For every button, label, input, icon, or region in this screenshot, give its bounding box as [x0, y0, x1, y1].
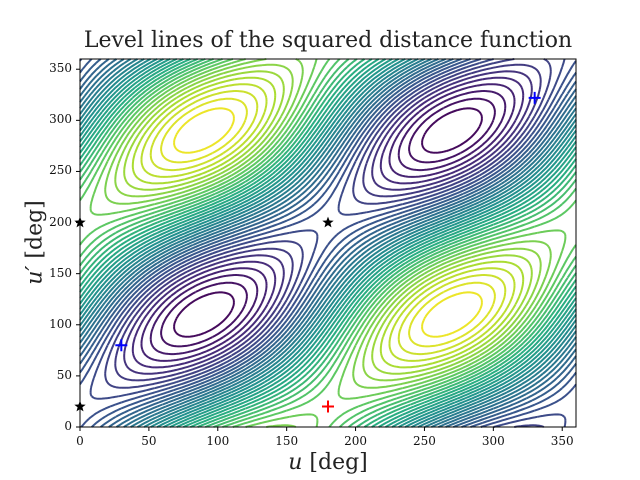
contour-level: [114, 63, 542, 382]
contour-level: [79, 58, 577, 428]
contour-level: [149, 90, 507, 356]
contour-level: [114, 63, 542, 382]
x-tick-label: 250: [412, 434, 436, 448]
contour-level: [140, 83, 516, 362]
contour-level: [79, 58, 577, 428]
x-tick-label: 0: [76, 434, 84, 448]
contour-level: [173, 107, 483, 338]
contour-level: [131, 76, 525, 369]
y-tick-label: 350: [49, 61, 72, 76]
y-tick-label: 100: [49, 316, 72, 331]
y-tick-label: 200: [49, 214, 72, 229]
x-tick-label: 350: [550, 434, 574, 448]
chart-title: Level lines of the squared distance func…: [83, 28, 573, 53]
contour-level: [140, 83, 516, 362]
x-tick-label: 150: [275, 434, 299, 448]
x-tick-label: 100: [206, 434, 230, 448]
y-tick-label: 150: [49, 265, 72, 280]
contour-level: [149, 90, 507, 356]
x-tick-label: 200: [344, 434, 367, 448]
plus-marker: [322, 400, 334, 413]
y-tick-label: 250: [49, 163, 72, 178]
y-tick-label: 0: [64, 419, 72, 433]
x-axis-label: u [deg]: [288, 450, 368, 475]
tick-marks: [76, 68, 563, 431]
contour-level: [79, 58, 577, 428]
contour-level: [79, 58, 577, 428]
plus-marker: [115, 339, 128, 352]
contour-level: [160, 97, 496, 348]
y-axis-label: u′ [deg]: [22, 200, 48, 285]
plus-marker: [528, 91, 541, 104]
contour-level: [79, 58, 577, 428]
contour-level: [123, 70, 533, 375]
contour-level: [160, 97, 496, 348]
contour-lines: [79, 58, 577, 428]
x-tick-label: 300: [481, 434, 505, 448]
axes-frame: [79, 58, 577, 428]
y-tick-label: 300: [49, 112, 72, 127]
contour-level: [131, 76, 525, 369]
x-tick-label: 50: [141, 434, 157, 448]
contour-level: [79, 58, 577, 428]
y-tick-label: 50: [56, 367, 72, 382]
contour-level: [173, 107, 483, 338]
star-marker: [322, 216, 334, 228]
contour-level: [123, 70, 533, 375]
contour-level: [79, 58, 577, 428]
